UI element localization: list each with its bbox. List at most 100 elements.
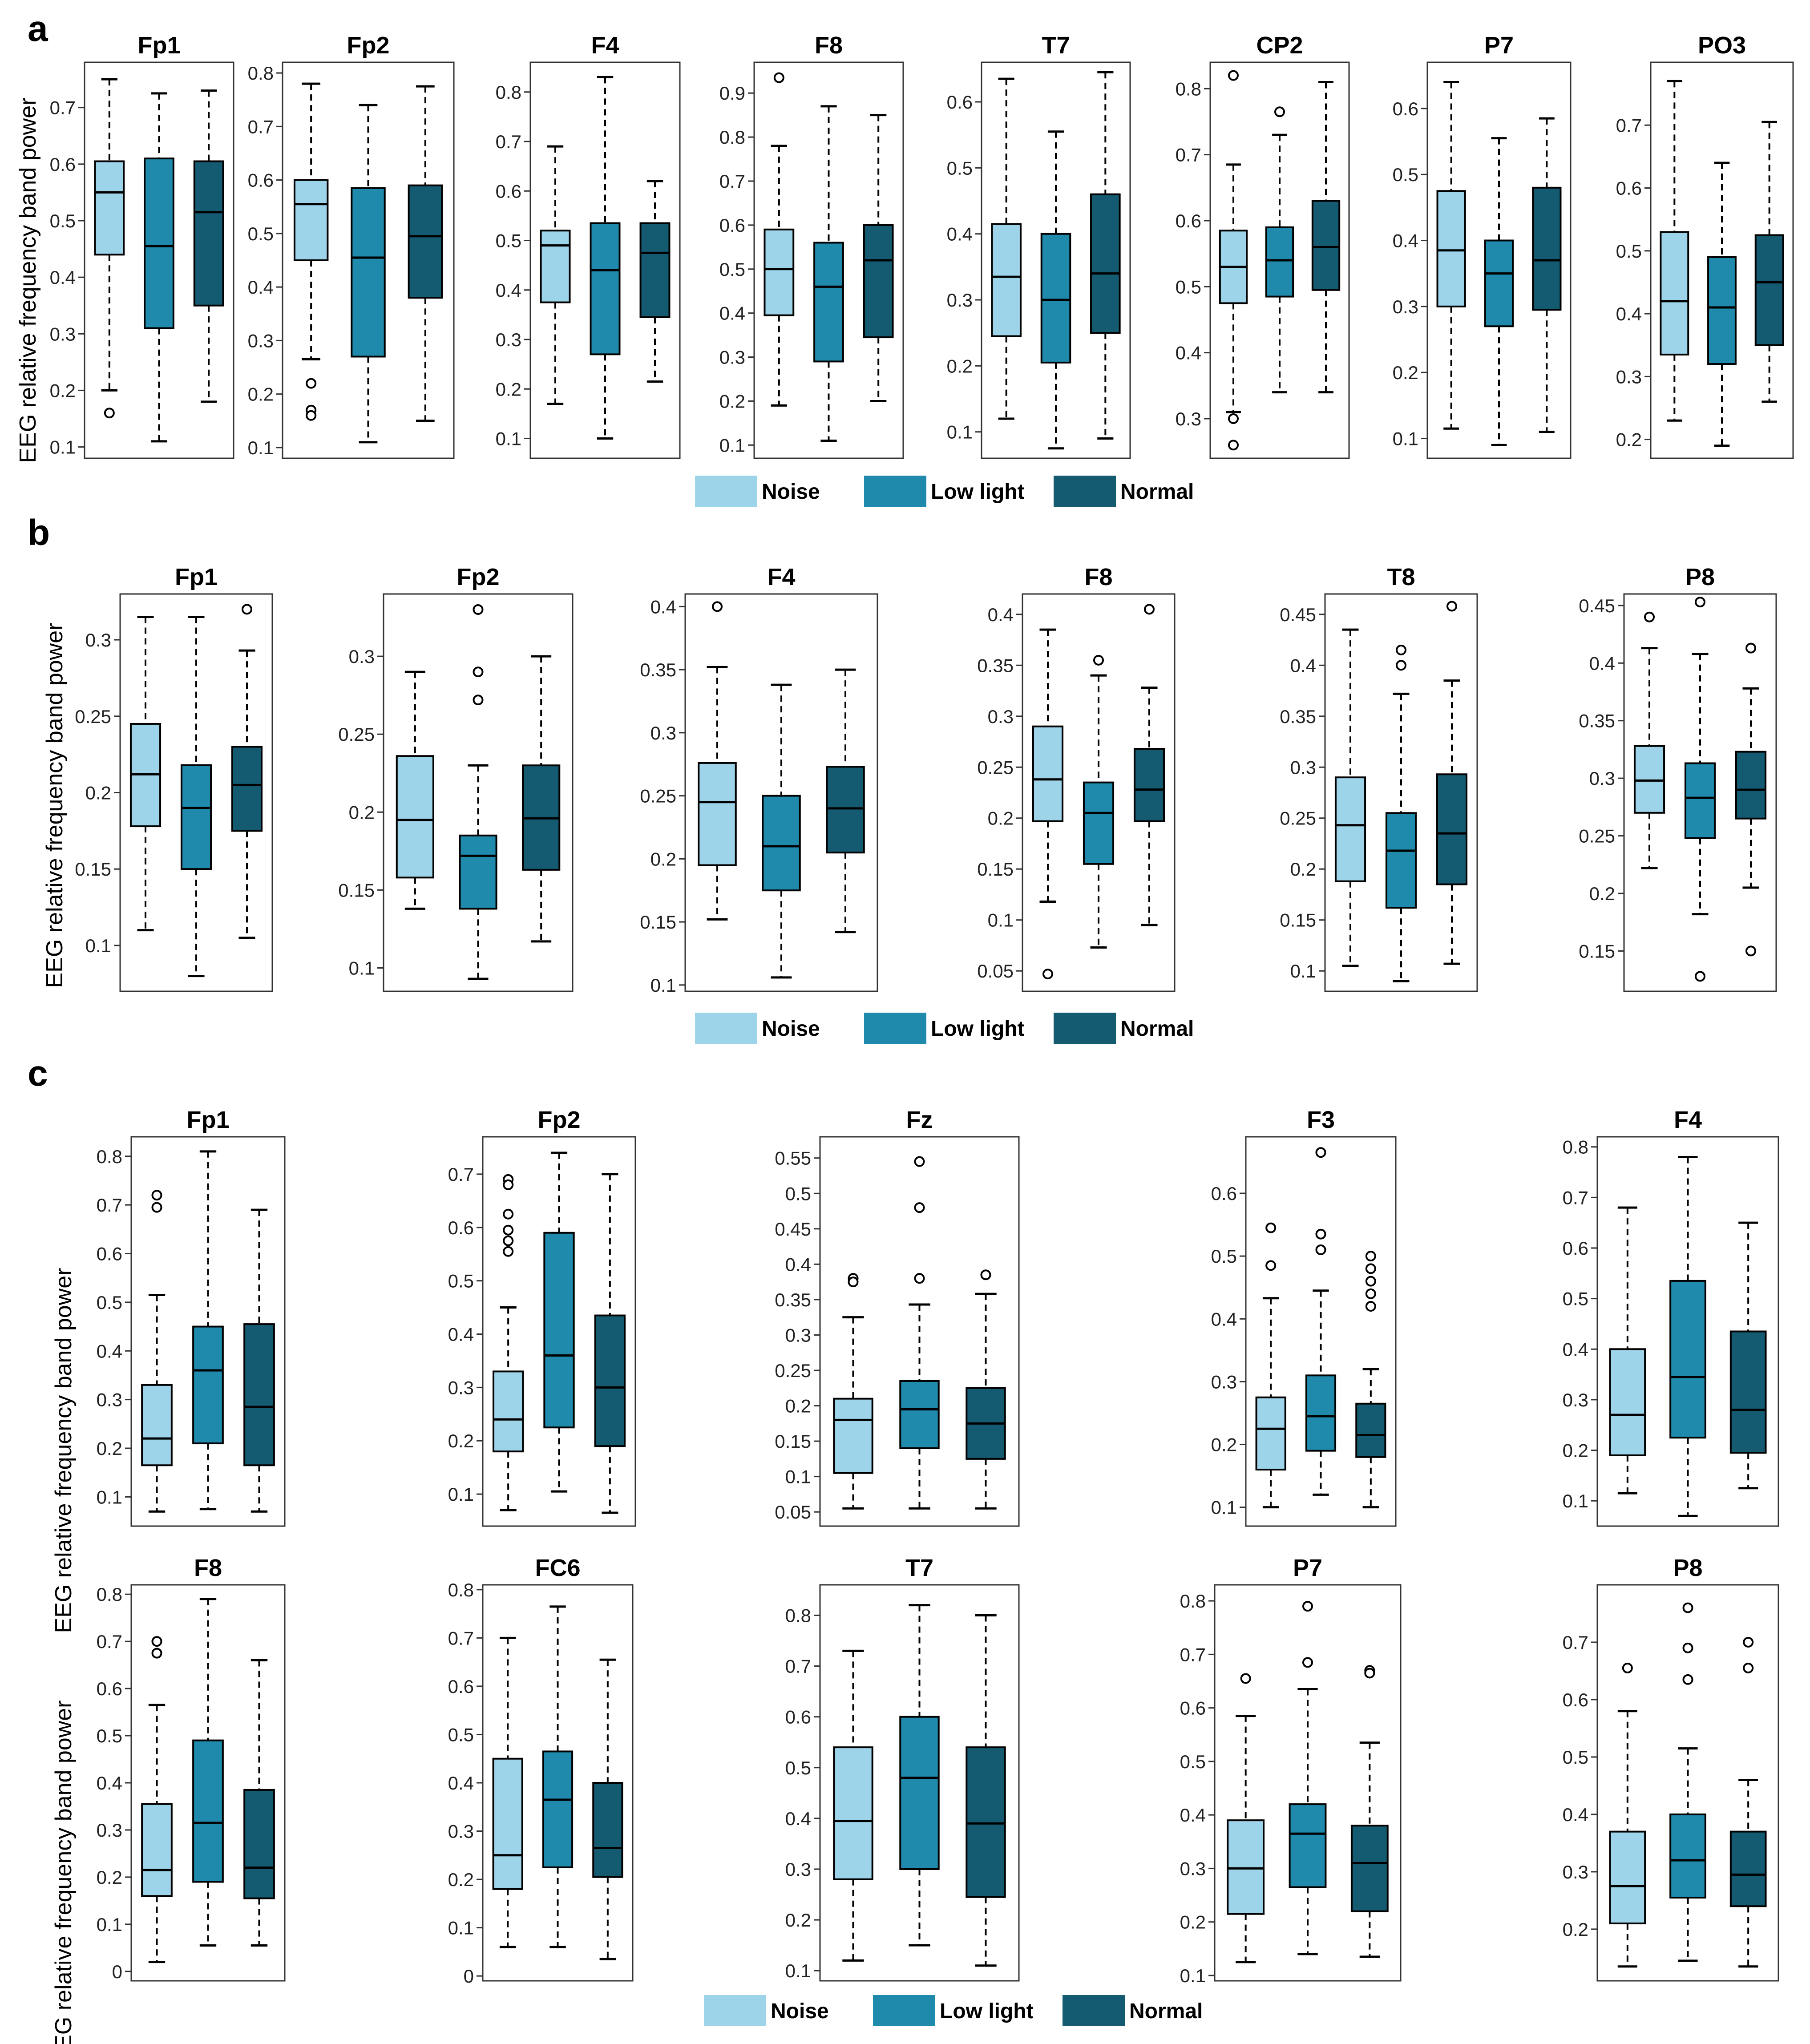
subplot-fp2: Fp2 0.1 0.15 0.2 0.25 0.3 (338, 564, 574, 992)
y-tick-label: 0.35 (1579, 711, 1615, 731)
y-tick-label: 0.5 (448, 1271, 474, 1292)
y-tick-label: 0.4 (1290, 655, 1316, 676)
y-tick-label: 0 (112, 1961, 122, 1982)
y-tick-label: 0.3 (1589, 768, 1615, 789)
subplot-f8: F8 0.1 0.2 0.3 0.4 0.5 0.6 0.7 0.8 0.9 (719, 32, 904, 459)
iqr-box (1633, 745, 1665, 814)
plot-frame (1245, 1136, 1397, 1527)
box-normal (1090, 71, 1121, 440)
subplot-t7: T7 0.1 0.2 0.3 0.4 0.5 0.6 0.7 0.8 (785, 1555, 1020, 1982)
subplot-title: T7 (1042, 32, 1070, 59)
y-tick-label: 0.2 (496, 379, 521, 400)
plot-frame (130, 1136, 286, 1527)
box-normal (1350, 1665, 1389, 1958)
box-low-light (180, 616, 212, 978)
iqr-box (991, 223, 1022, 337)
subplot-title: F3 (1307, 1107, 1335, 1133)
y-tick-label: 0.4 (448, 1773, 474, 1794)
iqr-box (1032, 725, 1064, 822)
y-tick-label: 0.4 (97, 1773, 122, 1794)
iqr-box (459, 834, 497, 910)
y-tick-label: 0.4 (785, 1808, 811, 1829)
outlier-point (503, 1208, 514, 1220)
y-tick-label: 0.35 (775, 1289, 811, 1310)
y-tick-label: 0.2 (1393, 362, 1418, 383)
subplot-title: Fp1 (137, 32, 180, 59)
y-tick-label: 0.5 (785, 1183, 811, 1204)
y-tick-label: 0.2 (1589, 883, 1615, 904)
y-tick-label: 0.05 (775, 1502, 811, 1523)
box-low-light (542, 1605, 574, 1948)
panel-letter: b (28, 513, 50, 553)
y-tick-label: 0.2 (448, 1430, 474, 1451)
y-tick-label: 0.4 (1211, 1309, 1237, 1329)
y-tick-label: 0.1 (448, 1484, 474, 1505)
outlier-point (503, 1235, 514, 1246)
outlier-point (1743, 1636, 1754, 1648)
subplot-p7: P7 0.1 0.2 0.3 0.4 0.5 0.6 0.7 0.8 (1180, 1555, 1402, 1986)
y-tick-label: 0.3 (349, 646, 375, 667)
y-tick-label: 0.1 (448, 1918, 474, 1939)
y-tick-label: 0.1 (650, 975, 676, 996)
plot-frame (684, 593, 878, 992)
y-tick-label: 0.15 (775, 1431, 811, 1452)
y-tick-label: 0.45 (1280, 604, 1316, 625)
box-normal (592, 1658, 623, 1960)
iqr-box (493, 1370, 524, 1453)
iqr-box (192, 1325, 224, 1445)
box-low-light (543, 1151, 575, 1493)
box-noise (1032, 628, 1064, 980)
y-tick-label: 0.5 (97, 1292, 122, 1313)
iqr-box (243, 1789, 275, 1899)
y-tick-label: 0.15 (977, 859, 1014, 880)
box-noise (1609, 1206, 1646, 1495)
y-tick-label: 0.25 (640, 786, 676, 807)
outlier-point (848, 1276, 859, 1288)
y-tick-label: 0.15 (640, 912, 676, 933)
outlier-point (1265, 1222, 1277, 1233)
box-low-light (144, 92, 174, 443)
y-tick-label: 0.6 (97, 1678, 122, 1699)
plot-frame (1596, 1136, 1779, 1527)
iqr-box (94, 160, 125, 256)
plot-frame (1209, 61, 1350, 459)
y-tick-label: 0.1 (1290, 961, 1316, 982)
subplot-title: F8 (194, 1555, 222, 1581)
subplot-title: F4 (591, 32, 619, 59)
box-normal (408, 85, 443, 422)
iqr-box (1040, 233, 1071, 364)
legend-label: Low light (931, 1017, 1025, 1041)
iqr-box (192, 1739, 224, 1883)
y-tick-label: 0.4 (1563, 1339, 1588, 1360)
legend: Noise Low light Normal (695, 476, 1194, 507)
y-tick-label: 0.6 (947, 92, 973, 113)
outlier-point (1265, 1260, 1277, 1271)
box-noise (764, 72, 795, 407)
y-tick-label: 0.3 (1180, 1858, 1206, 1879)
y-tick-label: 0.6 (50, 154, 76, 175)
y-tick-label: 0.3 (85, 630, 111, 650)
legend-label: Normal (1120, 1017, 1194, 1041)
outlier-point (1364, 1668, 1375, 1679)
iqr-box (408, 184, 443, 299)
box-normal (966, 1614, 1006, 1967)
outlier-point (1315, 1147, 1326, 1158)
y-tick-label: 0.8 (97, 1146, 122, 1167)
y-tick-label: 0.8 (1180, 1591, 1206, 1612)
outlier-point (1228, 413, 1239, 424)
y-tick-label: 0.25 (75, 706, 111, 727)
outlier-point (473, 604, 484, 615)
y-tick-label: 0.6 (97, 1244, 122, 1264)
plot-frame (84, 61, 234, 459)
iqr-box (592, 1782, 623, 1878)
outlier-point (104, 408, 115, 419)
y-tick-label: 0.3 (1563, 1862, 1588, 1882)
iqr-box (540, 230, 571, 303)
y-tick-label: 0.3 (947, 290, 973, 311)
y-tick-label: 0.3 (248, 330, 274, 351)
box-noise (396, 671, 434, 910)
box-normal (522, 655, 561, 943)
legend-swatch-low-light (873, 1995, 935, 2026)
legend-swatch-noise (695, 1013, 757, 1044)
y-axis-label: EEG relative frequency band power (51, 1701, 77, 2044)
